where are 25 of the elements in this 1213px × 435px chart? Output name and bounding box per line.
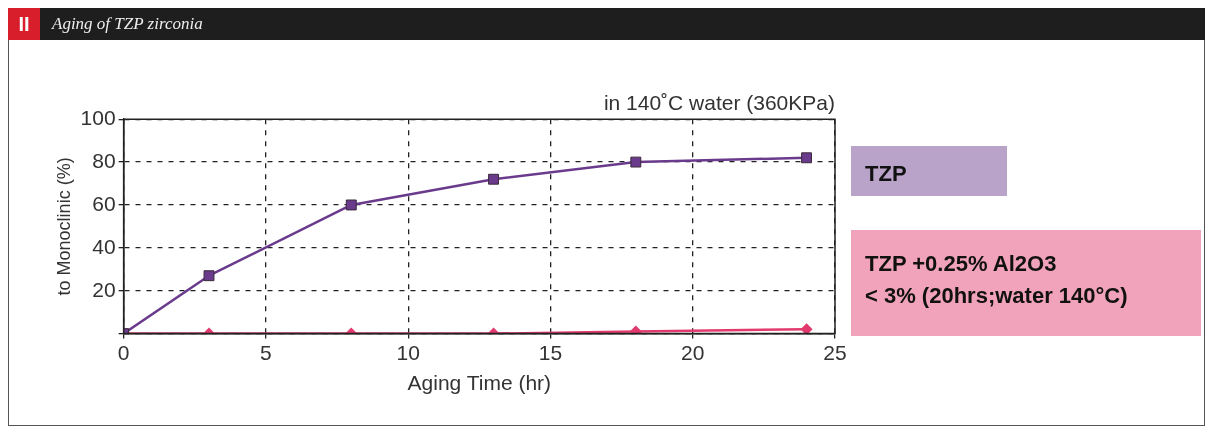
x-tick-label: 15 — [538, 341, 563, 364]
y-tick-label: 80 — [92, 148, 116, 172]
point — [630, 156, 642, 168]
x-tick-label: 25 — [823, 341, 847, 364]
text: TZP — [865, 160, 908, 188]
point — [345, 199, 357, 211]
x-tick-label: 5 — [260, 341, 272, 364]
x-tick-label: 0 — [117, 341, 130, 364]
chart-subtitle: in 140˚C water (360KPa) — [603, 91, 835, 115]
y-axis-title: to Monoclinic (%) — [53, 157, 74, 296]
x-axis-title: Aging Time (hr) — [407, 371, 552, 395]
x-tick-label: 20 — [681, 341, 705, 364]
text: TZP +0.25% Al2O3 — [865, 250, 1058, 278]
text: II — [8, 8, 40, 40]
chart-title: Aging of TZP zirconia — [52, 14, 203, 34]
y-tick-label: 100 — [80, 106, 116, 129]
x-tick-label: 10 — [396, 341, 420, 364]
text: < 3% (20hrs;water 140°C) — [865, 282, 1129, 310]
y-tick-label: 40 — [92, 234, 116, 258]
point — [801, 152, 812, 164]
point — [203, 270, 215, 282]
point — [800, 323, 813, 334]
y-tick-label: 60 — [92, 191, 116, 215]
point — [488, 173, 499, 185]
y-tick-label: 20 — [92, 277, 116, 301]
